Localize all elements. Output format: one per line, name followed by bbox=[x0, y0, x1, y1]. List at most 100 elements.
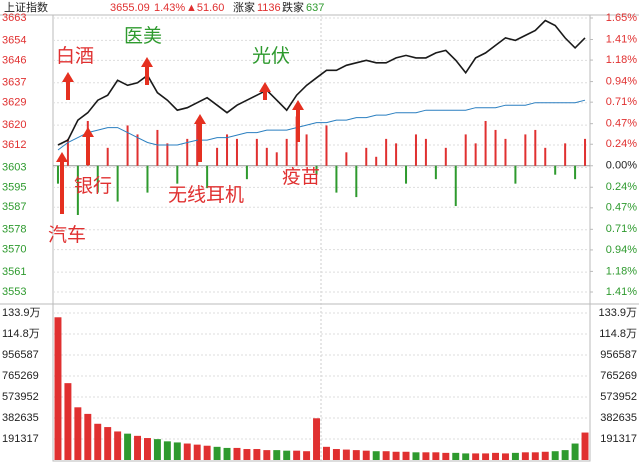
y2-tick-label: 0.47% bbox=[606, 118, 637, 130]
breadth-bar bbox=[106, 147, 109, 166]
y-tick-label: 3620 bbox=[2, 119, 26, 131]
volume-bar bbox=[84, 413, 92, 460]
volume-bar bbox=[173, 442, 181, 460]
volume-bar bbox=[213, 446, 221, 460]
breadth-bar bbox=[176, 165, 179, 184]
annotation: 汽车 bbox=[48, 224, 86, 246]
annotation-arrow-head bbox=[292, 100, 304, 110]
annotation-arrow-head bbox=[82, 127, 94, 137]
breadth-bar bbox=[474, 143, 477, 166]
index-pct: 1.43% bbox=[154, 2, 185, 14]
v-tick-label: 382635 bbox=[600, 412, 637, 424]
breadth-bar bbox=[265, 147, 268, 166]
volume-bar bbox=[54, 317, 62, 460]
breadth-bar bbox=[434, 165, 437, 180]
volume-bar bbox=[104, 427, 112, 460]
annotation: 光伏 bbox=[252, 45, 290, 67]
y-tick-label: 3587 bbox=[2, 201, 26, 213]
volume-bar bbox=[153, 439, 161, 460]
volume-bar bbox=[124, 433, 132, 460]
down-count: 637 bbox=[306, 2, 324, 14]
volume-bar bbox=[114, 431, 122, 460]
volume-bar bbox=[332, 449, 340, 460]
breadth-bar bbox=[534, 129, 537, 166]
volume-bar bbox=[273, 450, 281, 460]
annotation: 医美 bbox=[124, 25, 162, 47]
breadth-bar bbox=[255, 138, 258, 166]
volume-bar bbox=[253, 449, 261, 460]
y2-tick-label: 0.24% bbox=[606, 181, 637, 193]
y-tick-label: 3570 bbox=[2, 244, 26, 256]
breadth-bar bbox=[375, 156, 378, 166]
breadth-bar bbox=[345, 152, 348, 166]
v-tick-label: 114.8万 bbox=[2, 328, 40, 340]
breadth-bar bbox=[564, 143, 567, 166]
breadth-bar bbox=[226, 134, 229, 166]
volume-bar bbox=[263, 450, 271, 460]
breadth-bar bbox=[335, 165, 338, 193]
breadth-bar bbox=[66, 138, 69, 166]
volume-bar bbox=[342, 449, 350, 460]
volume-bar bbox=[422, 452, 430, 460]
breadth-bar bbox=[414, 134, 417, 166]
volume-bar bbox=[412, 452, 420, 460]
index-name: 上证指数 bbox=[4, 0, 48, 14]
breadth-bar bbox=[424, 138, 427, 166]
y-tick-label: 3578 bbox=[2, 224, 26, 236]
breadth-bar bbox=[245, 165, 248, 180]
y2-tick-label: 0.71% bbox=[606, 223, 637, 235]
v-tick-label: 573952 bbox=[600, 391, 637, 403]
volume-bar bbox=[492, 452, 500, 460]
annotation-arrow-head bbox=[194, 114, 206, 124]
v-tick-label: 133.9万 bbox=[2, 307, 41, 319]
y-tick-label: 3603 bbox=[2, 161, 26, 173]
y2-tick-label: 1.41% bbox=[606, 33, 637, 45]
y2-tick-label: 0.71% bbox=[606, 96, 637, 108]
breadth-bar bbox=[166, 143, 169, 166]
breadth-bar bbox=[544, 147, 547, 166]
breadth-bar bbox=[116, 165, 119, 202]
volume-bar bbox=[74, 407, 82, 460]
volume-bar bbox=[243, 449, 251, 460]
breadth-bar bbox=[305, 134, 308, 166]
v-tick-label: 573952 bbox=[2, 391, 39, 403]
breadth-bar bbox=[355, 165, 358, 198]
breadth-bar bbox=[216, 147, 219, 166]
volume-bar bbox=[521, 452, 529, 460]
volume-bar bbox=[223, 447, 231, 460]
volume-bar bbox=[462, 453, 470, 460]
y-tick-label: 3663 bbox=[2, 12, 26, 24]
volume-bar bbox=[581, 432, 589, 460]
volume-bar bbox=[64, 383, 72, 460]
y2-tick-label: 0.47% bbox=[606, 202, 637, 214]
volume-bar bbox=[452, 452, 460, 460]
volume-bar bbox=[382, 451, 390, 460]
y2-tick-label: 0.94% bbox=[606, 244, 637, 256]
breadth-bar bbox=[235, 138, 238, 166]
volume-bar bbox=[283, 450, 291, 460]
breadth-bar bbox=[136, 134, 139, 166]
volume-bar bbox=[183, 443, 191, 460]
volume-bar bbox=[322, 446, 330, 460]
annotation-arrow-head bbox=[141, 57, 153, 67]
volume-bar bbox=[482, 453, 490, 460]
volume-bar bbox=[541, 451, 549, 460]
y-tick-label: 3637 bbox=[2, 77, 26, 89]
index-price: 3655.09 bbox=[110, 2, 150, 14]
volume-bar bbox=[203, 445, 211, 460]
y-tick-label: 3646 bbox=[2, 54, 26, 66]
volume-bar bbox=[163, 441, 171, 460]
volume-bar bbox=[571, 443, 579, 460]
v-tick-label: 956587 bbox=[600, 349, 637, 361]
y2-tick-label: 1.41% bbox=[606, 286, 637, 298]
v-tick-label: 956587 bbox=[2, 349, 39, 361]
annotation-arrow-head bbox=[62, 72, 74, 82]
up-label: 涨家 bbox=[233, 0, 255, 14]
volume-bar bbox=[432, 452, 440, 460]
down-label: 跌家 bbox=[282, 0, 304, 14]
v-tick-label: 191317 bbox=[600, 433, 637, 445]
volume-bar bbox=[531, 452, 539, 460]
up-count: 1136 bbox=[257, 2, 281, 14]
